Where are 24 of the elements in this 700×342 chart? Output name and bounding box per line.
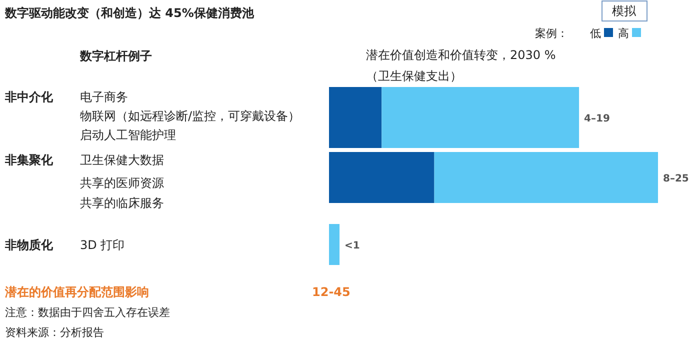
text: 3D 打印 (80, 238, 125, 252)
y-tick-label: 非集聚化 (4, 153, 54, 167)
total-label: 4–19 (584, 114, 610, 124)
text: 物联网（如远程诊断/监控，可穿戴设备） (80, 109, 300, 123)
y-tick-label: 非中介化 (4, 90, 54, 104)
text: 数字杠杆例子 (79, 49, 152, 63)
legend-label: 低 (590, 27, 601, 40)
legend-label: 高 (618, 27, 629, 40)
x-axis-title: 潜在价值创造和价值转变，2030 %（卫生保健支出） (366, 47, 557, 85)
text: 启动人工智能护理 (80, 128, 176, 142)
text: 资料来源：分析报告 (5, 326, 104, 339)
text: 模拟 (612, 4, 637, 18)
y-tick-label: 非物质化 (4, 238, 54, 252)
legend-title: 案例： (535, 27, 568, 40)
text: 潜在的价值再分配范围影响 (4, 285, 149, 299)
text: 12-45 (312, 285, 350, 299)
text: 共享的医师资源 (80, 176, 164, 190)
total-label: 8–25 (663, 174, 689, 184)
total-label: <1 (344, 240, 360, 252)
text: 共享的临床服务 (80, 196, 164, 210)
text: 卫生保健大数据 (80, 153, 164, 167)
text: 电子商务 (80, 90, 128, 104)
text: 注意：数据由于四舍五入存在误差 (5, 306, 170, 319)
text: 数字驱动能改变（和创造）达 45%保健消费池 (4, 6, 255, 20)
